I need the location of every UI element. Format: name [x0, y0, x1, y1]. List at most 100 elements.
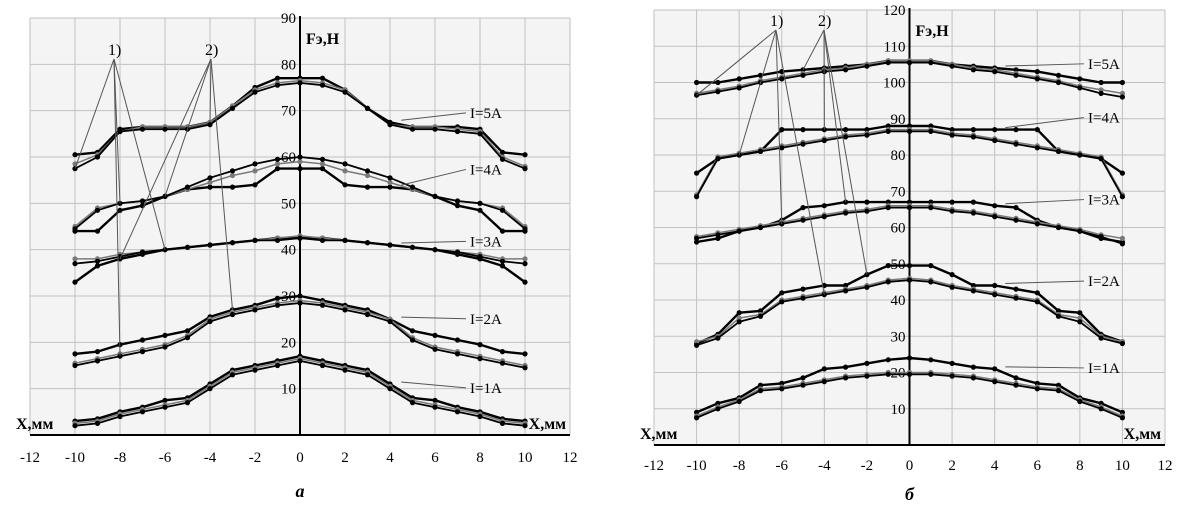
data-point: [1119, 94, 1125, 100]
data-point: [72, 279, 78, 285]
data-point: [864, 199, 870, 205]
data-point: [970, 199, 977, 205]
data-point: [928, 60, 934, 66]
data-point: [229, 311, 236, 318]
data-point: [162, 126, 168, 132]
data-point: [694, 235, 700, 241]
data-point: [928, 279, 934, 285]
data-point: [1098, 335, 1104, 341]
data-point: [885, 123, 891, 129]
series-4: I=2A: [694, 263, 1125, 348]
data-point: [387, 184, 393, 190]
data-point: [72, 351, 78, 357]
data-point: [274, 156, 281, 162]
data-point: [1034, 145, 1040, 151]
series-5: I=1A: [72, 353, 528, 429]
chart-panel-1: -12 -10 -8 -6 -4 -2 0 2 4 6 8 10 1210203040506070809…: [16, 11, 578, 501]
data-point: [94, 358, 101, 364]
data-point: [94, 228, 101, 234]
data-point: [364, 172, 371, 179]
data-point: [454, 351, 461, 357]
series-label-leader: [401, 316, 467, 320]
data-point: [252, 367, 258, 373]
group-leader-line: [113, 58, 166, 250]
data-point: [364, 311, 371, 318]
series-4: I=2A: [72, 293, 528, 371]
data-point: [1034, 76, 1040, 82]
data-point: [72, 423, 78, 429]
data-point: [757, 224, 764, 231]
data-point: [1077, 319, 1083, 325]
series-label: I=5A: [1088, 57, 1120, 73]
data-point: [477, 342, 483, 348]
panel-letter: б: [905, 484, 915, 504]
data-point: [757, 313, 764, 319]
group-leader-line: [823, 29, 847, 203]
data-point: [319, 362, 326, 369]
y-tick-label: 10: [281, 382, 296, 398]
y-tick-label: 50: [281, 196, 296, 212]
data-point: [319, 166, 326, 172]
data-point: [139, 409, 146, 415]
data-point: [364, 184, 371, 190]
data-point: [387, 242, 393, 248]
data-point: [229, 184, 236, 190]
x-tick-label: -4: [818, 458, 831, 474]
data-point: [274, 82, 281, 88]
data-point: [139, 337, 146, 343]
y-tick-label: 10: [891, 402, 906, 418]
data-point: [864, 208, 870, 214]
series-5: I=1A: [694, 355, 1125, 421]
data-point: [1119, 194, 1125, 200]
data-point: [454, 337, 461, 343]
data-point: [821, 292, 827, 298]
data-point: [387, 122, 393, 128]
data-point: [72, 362, 78, 369]
data-point: [522, 152, 528, 158]
data-point: [757, 308, 764, 314]
data-point: [432, 126, 438, 132]
series-2: I=4A: [694, 111, 1125, 200]
data-point: [800, 127, 806, 133]
data-point: [885, 357, 891, 363]
data-point: [992, 366, 998, 372]
data-point: [715, 335, 721, 341]
data-point: [499, 263, 506, 269]
data-point: [1034, 299, 1040, 305]
data-point: [694, 339, 700, 345]
series-label-leader: [1005, 280, 1085, 284]
data-point: [715, 235, 721, 241]
data-point: [274, 75, 281, 81]
data-point: [139, 198, 146, 204]
data-point: [1098, 156, 1104, 162]
data-point: [1013, 295, 1019, 301]
data-point: [1077, 76, 1083, 82]
series-label-leader: [401, 240, 467, 244]
x-tick-label: 12: [563, 450, 578, 466]
data-point: [1055, 148, 1062, 154]
data-point: [409, 244, 416, 250]
x-tick-label: -10: [687, 458, 707, 474]
data-point: [477, 207, 483, 213]
data-point: [364, 372, 371, 378]
data-point: [885, 371, 891, 377]
data-point: [274, 166, 281, 172]
data-point: [499, 420, 506, 426]
data-point: [694, 409, 700, 415]
data-point: [843, 127, 849, 133]
y-tick-label: 120: [883, 3, 906, 19]
y-tick-label: 30: [891, 329, 906, 345]
y-tick-label: 90: [281, 11, 296, 27]
data-point: [342, 237, 348, 243]
data-point: [1077, 152, 1083, 158]
data-point: [274, 362, 281, 369]
data-point: [184, 244, 191, 250]
data-point: [928, 123, 934, 129]
data-point: [906, 123, 913, 129]
data-point: [885, 205, 891, 211]
data-point: [342, 182, 348, 188]
data-point: [207, 318, 213, 325]
data-point: [252, 182, 258, 188]
data-point: [949, 199, 955, 205]
data-point: [949, 284, 955, 290]
